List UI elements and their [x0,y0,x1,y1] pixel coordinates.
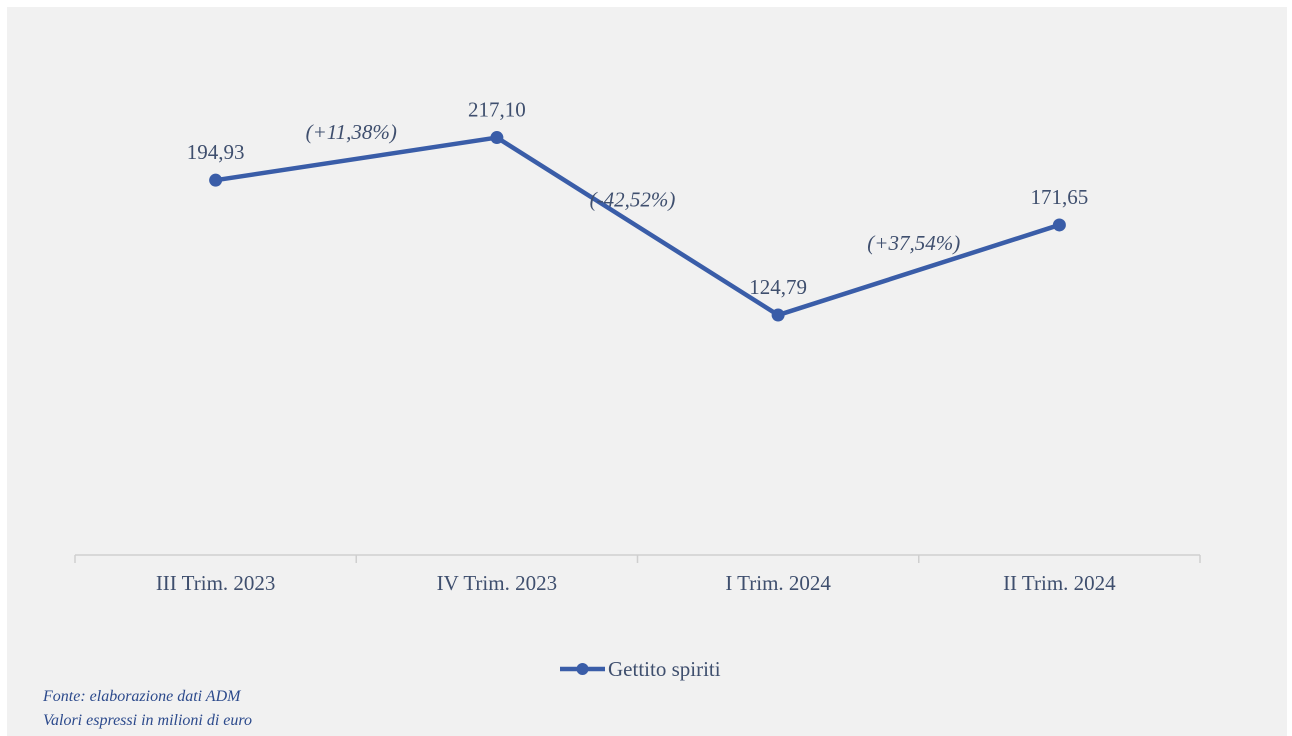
chart-panel: III Trim. 2023 IV Trim. 2023 I Trim. 2024 I… [7,7,1287,736]
data-point [209,173,223,187]
units-note: Valori espressi in milioni di euro [43,712,253,729]
data-label: 217,10 [468,98,526,122]
data-point [771,308,785,322]
data-label: 194,93 [187,140,245,164]
x-tick-label: II Trim. 2024 [1003,571,1116,595]
data-point [1052,218,1066,232]
source-note: Fonte: elaborazione dati ADM [43,688,241,705]
x-tick-label: IV Trim. 2023 [437,571,557,595]
series-line [215,135,1061,318]
data-label: 171,65 [1031,185,1089,209]
x-tick-label: I Trim. 2024 [725,571,831,595]
legend-label: Gettito spiriti [608,657,721,681]
legend-marker-icon [576,663,589,675]
data-point [490,131,504,145]
line-chart: III Trim. 2023 IV Trim. 2023 I Trim. 2024 I… [74,98,1201,681]
data-label: 124,79 [749,275,807,299]
change-annotation: (-42,52%) [590,187,676,211]
x-tick-label: III Trim. 2023 [156,571,276,595]
change-annotation: (+11,38%) [306,120,397,144]
change-annotation: (+37,54%) [867,231,960,255]
